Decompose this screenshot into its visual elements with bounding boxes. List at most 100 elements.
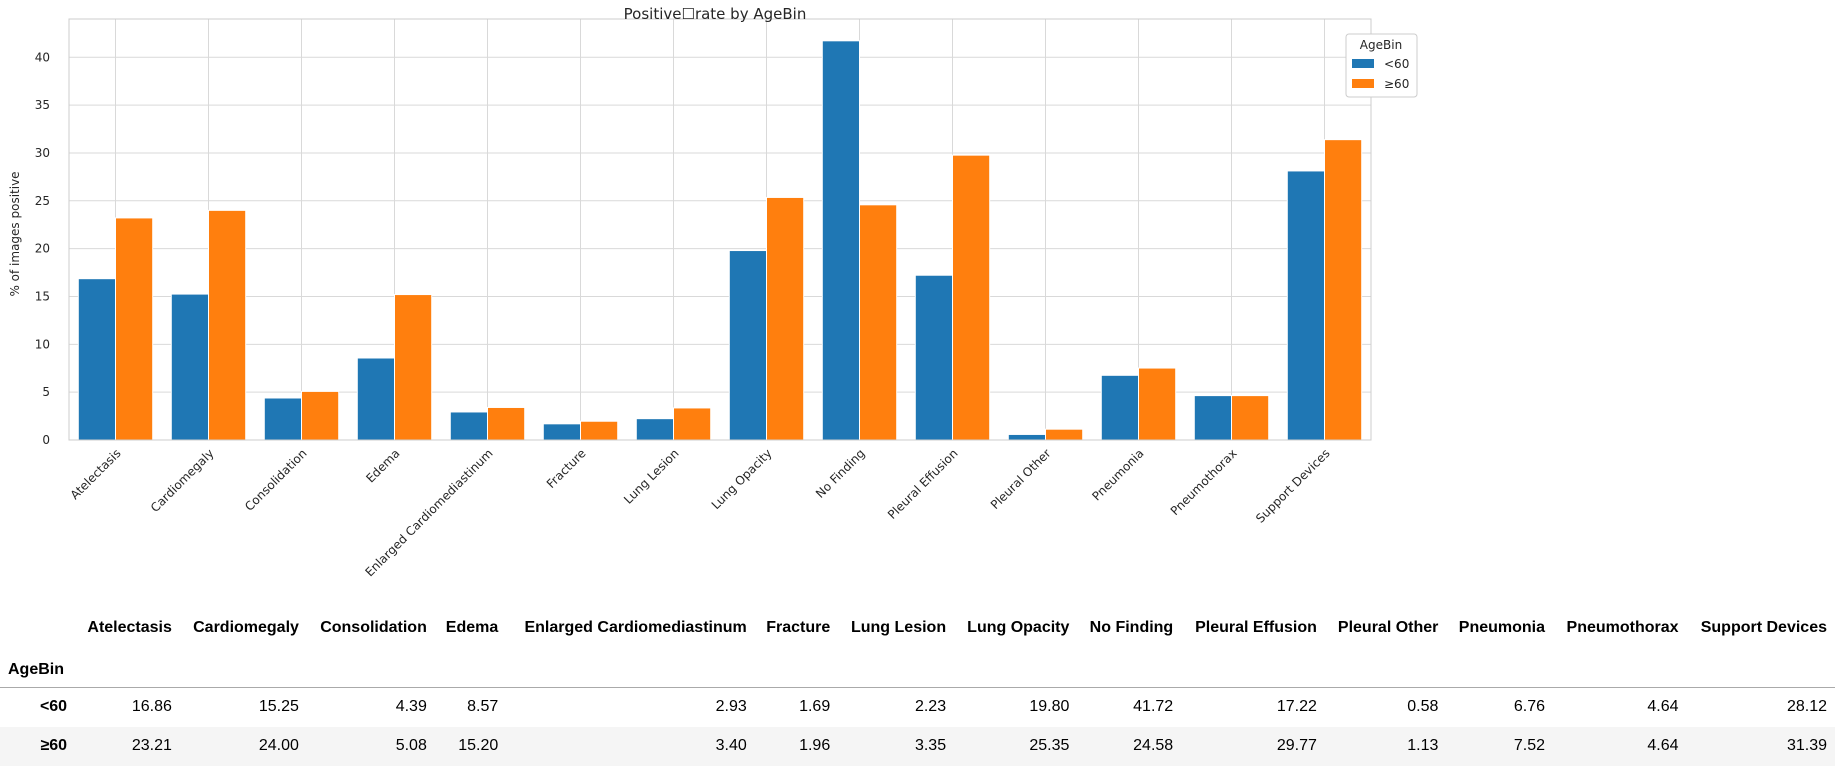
y-tick-label: 25 — [35, 194, 50, 208]
bar-ge60 — [580, 420, 619, 441]
table-cell: 1.13 — [1407, 737, 1439, 754]
bar-lt60 — [356, 357, 395, 441]
legend[interactable]: AgeBin <60 ≥60 — [1345, 33, 1418, 98]
table-cell: 24.00 — [258, 737, 299, 754]
x-tick-label: Pleural Other — [988, 446, 1054, 512]
table-cell: 0.58 — [1407, 698, 1439, 716]
y-tick-label: 10 — [35, 337, 50, 351]
column-header: Atelectasis — [87, 619, 172, 636]
bar-lt60 — [1193, 395, 1233, 441]
index-name: AgeBin — [0, 653, 76, 688]
x-tick-label: Fracture — [544, 446, 589, 491]
column-header: Pneumonia — [1458, 619, 1546, 636]
bar-ge60 — [1138, 367, 1177, 441]
table-cell: 8.57 — [467, 698, 499, 716]
bar-ge60 — [859, 204, 898, 441]
table-cell: 3.40 — [715, 737, 747, 754]
bar-lt60 — [1286, 170, 1326, 441]
data-table: Atelectasis Cardiomegaly Consolidation E… — [0, 603, 1835, 766]
bar-lt60 — [77, 278, 117, 441]
column-header: Enlarged Cardiomediastinum — [524, 619, 747, 636]
x-tick-label: Edema — [363, 446, 402, 485]
table-row: ≥60 23.21 24.00 5.08 15.20 3.40 1.96 3.3… — [0, 726, 1835, 766]
x-tick-label: Pneumonia — [1089, 446, 1146, 503]
column-header: Pleural Other — [1337, 619, 1439, 636]
column-header: Cardiomegaly — [193, 619, 299, 636]
table-cell: 2.23 — [914, 698, 947, 716]
table-index-row: AgeBin — [0, 653, 1835, 688]
row-label: ≥60 — [40, 737, 68, 754]
table-cell: 1.96 — [799, 737, 831, 754]
table-cell: 1.69 — [799, 698, 831, 716]
table-cell: 16.86 — [131, 698, 172, 716]
column-header: Lung Lesion — [850, 619, 947, 636]
table-cell: 4.64 — [1647, 698, 1679, 716]
x-tick-label: Support Devices — [1253, 446, 1333, 526]
bar-ge60 — [766, 196, 805, 441]
bar-ge60 — [301, 390, 340, 441]
legend-title: AgeBin — [1360, 38, 1402, 52]
x-tick-labels: Atelectasis Cardiomegaly Consolidation Edem… — [68, 446, 1333, 579]
bar-ge60 — [487, 406, 526, 441]
column-header: Pneumothorax — [1566, 619, 1679, 636]
table-cell: 3.35 — [914, 737, 947, 754]
bar-lt60 — [728, 250, 767, 441]
row-label: <60 — [39, 698, 68, 716]
bar-ge60 — [208, 209, 247, 441]
column-header: Lung Opacity — [967, 619, 1070, 636]
table-cell: 4.64 — [1647, 737, 1679, 754]
column-header: Edema — [445, 619, 499, 636]
table-cell: 7.52 — [1513, 737, 1546, 754]
bar-ge60 — [1324, 139, 1363, 441]
bar-ge60 — [115, 217, 154, 441]
table-cell: 29.77 — [1276, 737, 1317, 754]
x-tick-label: Lung Opacity — [709, 446, 775, 512]
x-tick-label: Pneumothorax — [1168, 446, 1240, 518]
table-cell: 15.25 — [258, 698, 299, 716]
table-row: <60 16.86 15.25 4.39 8.57 2.93 1.69 2.23… — [0, 687, 1835, 727]
table-cell: 5.08 — [395, 737, 427, 754]
bar-lt60 — [914, 274, 953, 441]
column-header: No Finding — [1089, 619, 1174, 636]
y-tick-label: 0 — [42, 433, 50, 447]
table-cell: 6.76 — [1513, 698, 1546, 716]
x-tick-label: Lung Lesion — [621, 446, 681, 506]
y-tick-label: 30 — [35, 146, 50, 160]
legend-label-ge60: ≥60 — [1384, 77, 1409, 91]
table-header-row: Atelectasis Cardiomegaly Consolidation E… — [0, 603, 1835, 653]
table-corner — [0, 603, 75, 653]
bar-lt60 — [635, 418, 674, 441]
bar-lt60 — [1100, 374, 1140, 441]
y-tick-label: 15 — [35, 289, 50, 303]
bar-lt60 — [263, 397, 302, 441]
table-cell: 17.22 — [1276, 698, 1317, 716]
y-tick-label: 35 — [35, 98, 50, 112]
y-tick-label: 5 — [42, 385, 50, 399]
y-tick-label: 20 — [35, 242, 50, 256]
x-tick-label: Consolidation — [242, 446, 310, 514]
y-axis-label: % of images positive — [8, 171, 22, 296]
bar-lt60 — [821, 40, 860, 441]
bars — [77, 40, 1363, 441]
table-cell: 15.20 — [458, 737, 499, 754]
chart-title: Positive☐rate by AgeBin — [624, 5, 807, 23]
bar-ge60 — [1045, 428, 1084, 441]
table-cell: 19.80 — [1029, 698, 1070, 716]
table-cell: 28.12 — [1786, 698, 1827, 716]
y-tick-labels: 0 5 10 15 20 25 30 35 40 — [35, 50, 50, 447]
x-tick-label: No Finding — [813, 446, 868, 501]
column-header: Fracture — [766, 619, 831, 636]
y-tick-label: 40 — [35, 50, 50, 64]
table-cell: 4.39 — [395, 698, 427, 716]
bar-ge60 — [952, 154, 991, 441]
legend-label-lt60: <60 — [1384, 57, 1409, 71]
bar-lt60 — [170, 293, 210, 441]
bar-lt60 — [1007, 433, 1046, 441]
column-header: Pleural Effusion — [1195, 619, 1317, 636]
table-cell: 24.58 — [1133, 737, 1174, 754]
table-cell: 41.72 — [1133, 698, 1174, 716]
legend-swatch-ge60 — [1352, 79, 1374, 88]
x-tick-label: Pleural Effusion — [885, 446, 961, 522]
column-header: Support Devices — [1700, 619, 1827, 636]
table-cell: 25.35 — [1029, 737, 1070, 754]
